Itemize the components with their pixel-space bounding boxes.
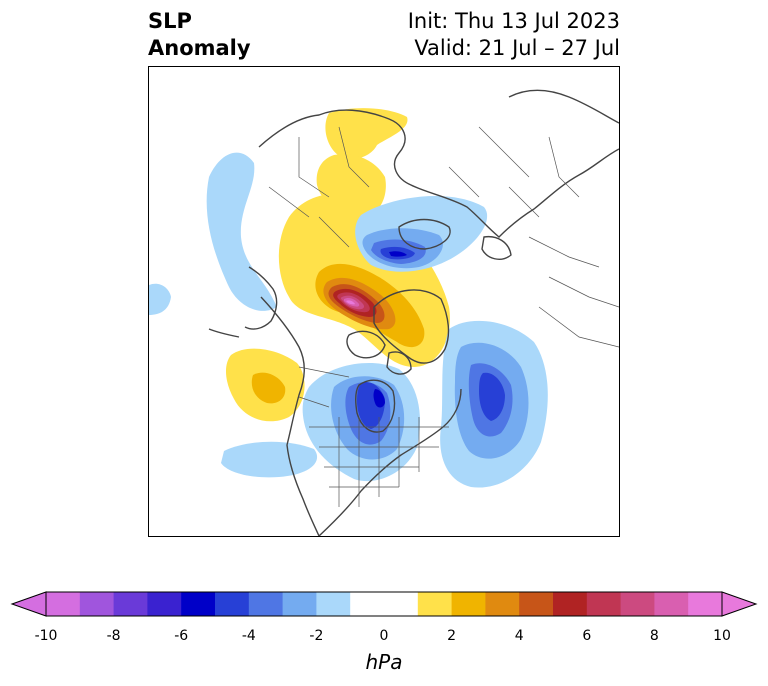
colorbar-bin <box>46 592 81 616</box>
colorbar-bin <box>519 592 554 616</box>
anomaly-map <box>148 66 620 537</box>
tick-label: -6 <box>174 628 189 644</box>
positive-anomaly-gulf-of-alaska <box>225 348 305 422</box>
tick-label: -10 <box>34 628 58 644</box>
colorbar-bin <box>282 592 317 616</box>
colorbar-bin <box>147 592 182 616</box>
tick-label: 10 <box>713 628 731 644</box>
tick-label: 8 <box>649 628 659 644</box>
colorbar-bin <box>485 592 520 616</box>
title-variable-line1: SLP <box>148 9 192 33</box>
colorbar-bin <box>688 592 723 616</box>
tick-label: -8 <box>106 628 121 644</box>
coastlines <box>208 89 619 536</box>
colorbar-extend-high <box>721 591 758 617</box>
colorbar <box>10 591 758 617</box>
title-variable: SLP Anomaly <box>148 8 251 62</box>
colorbar-bin <box>248 592 284 616</box>
colorbar-bin <box>586 592 622 616</box>
colorbar-bin <box>350 592 419 616</box>
colorbar-bin <box>451 592 486 616</box>
tick-label: 2 <box>447 628 457 644</box>
colorbar-bin <box>620 592 655 616</box>
tick-label: 0 <box>379 628 389 644</box>
colorbar-bin <box>215 592 250 616</box>
map-canvas <box>149 89 619 536</box>
colorbar-bins <box>46 592 723 616</box>
colorbar-unit-label: hPa <box>365 650 403 674</box>
tick-label: 4 <box>514 628 524 644</box>
negative-anomaly-pacific-south <box>221 441 318 478</box>
negative-anomaly-north-atlantic <box>440 320 548 488</box>
negative-anomaly-kara-sea <box>355 195 488 272</box>
colorbar-bin <box>417 592 453 616</box>
tick-label: -2 <box>309 628 324 644</box>
tick-label: -4 <box>241 628 256 644</box>
negative-anomaly-west-edge <box>149 152 277 315</box>
negative-anomaly-hudson-bay <box>302 363 420 482</box>
title-variable-line2: Anomaly <box>148 36 251 60</box>
colorbar-extend-low <box>10 591 47 617</box>
title-dates: Init: Thu 13 Jul 2023 Valid: 21 Jul – 27… <box>408 8 620 62</box>
colorbar-bin <box>654 592 689 616</box>
colorbar-bin <box>79 592 115 616</box>
colorbar-bin <box>316 592 351 616</box>
colorbar-bin <box>181 592 216 616</box>
init-date-label: Init: Thu 13 Jul 2023 <box>407 9 620 33</box>
political-borders <box>268 126 619 507</box>
tick-label: 6 <box>582 628 592 644</box>
colorbar-bin <box>113 592 148 616</box>
valid-range-label: Valid: 21 Jul – 27 Jul <box>414 36 620 60</box>
colorbar-bin <box>553 592 588 616</box>
